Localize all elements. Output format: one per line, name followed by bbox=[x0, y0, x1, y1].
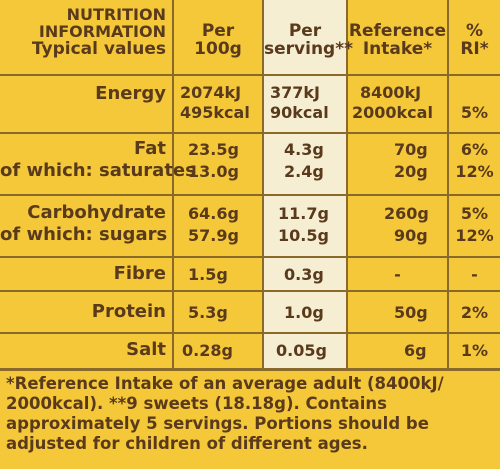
sugars-ri: 90g bbox=[394, 226, 428, 245]
salt-pct: 1% bbox=[460, 341, 489, 360]
sugars-serving: 10.5g bbox=[278, 226, 329, 245]
fat-ri: 70g bbox=[394, 140, 428, 159]
grid-line bbox=[262, 0, 264, 370]
grid-line bbox=[0, 132, 500, 134]
salt-per100: 0.28g bbox=[182, 341, 233, 360]
fibre-pct: - bbox=[471, 265, 478, 284]
energy-per100-kcal: 495kcal bbox=[180, 103, 250, 122]
grid-line bbox=[0, 290, 500, 292]
fibre-serving: 0.3g bbox=[284, 265, 324, 284]
fibre-per100: 1.5g bbox=[188, 265, 228, 284]
header-reference-intake-line2: Intake* bbox=[362, 39, 433, 59]
protein-ri: 50g bbox=[394, 303, 428, 322]
energy-per100-kj: 2074kJ bbox=[180, 83, 242, 102]
serving-column-highlight bbox=[262, 0, 346, 370]
grid-line bbox=[172, 0, 174, 370]
protein-pct: 2% bbox=[460, 303, 489, 322]
energy-ri-kcal: 2000kcal bbox=[352, 103, 433, 122]
header-per-100g-line2: 100g bbox=[194, 39, 242, 59]
carbohydrate-per100: 64.6g bbox=[188, 204, 239, 223]
header-per-100g-line1: Per bbox=[201, 21, 235, 41]
fat-pct: 6% bbox=[460, 140, 489, 159]
row-label-salt: Salt bbox=[126, 339, 166, 360]
saturates-serving: 2.4g bbox=[284, 162, 324, 181]
fat-per100: 23.5g bbox=[188, 140, 239, 159]
footnote: *Reference Intake of an average adult (8… bbox=[6, 374, 496, 454]
footnote-line: *Reference Intake of an average adult (8… bbox=[6, 374, 444, 393]
salt-serving: 0.05g bbox=[276, 341, 327, 360]
grid-line bbox=[0, 194, 500, 196]
header-reference-intake-line1: Reference bbox=[348, 21, 447, 41]
row-label-carbohydrate: Carbohydrate bbox=[27, 202, 166, 223]
row-label-saturates: of which: saturates bbox=[0, 160, 196, 181]
carbohydrate-pct: 5% bbox=[460, 204, 489, 223]
saturates-ri: 20g bbox=[394, 162, 428, 181]
header-per-serving-line2: serving** bbox=[264, 39, 353, 59]
grid-line bbox=[0, 368, 500, 371]
row-label-energy: Energy bbox=[95, 83, 166, 104]
energy-pct: 5% bbox=[460, 103, 489, 122]
footnote-line: 2000kcal). **9 sweets (18.18g). Contains bbox=[6, 394, 387, 413]
energy-serving-kj: 377kJ bbox=[270, 83, 320, 102]
saturates-pct: 12% bbox=[455, 162, 494, 181]
header-per-serving-line1: Per bbox=[288, 21, 322, 41]
header-nutrition: NUTRITION bbox=[66, 5, 166, 24]
sugars-per100: 57.9g bbox=[188, 226, 239, 245]
energy-ri-kj: 8400kJ bbox=[360, 83, 422, 102]
protein-per100: 5.3g bbox=[188, 303, 228, 322]
grid-line bbox=[447, 0, 449, 370]
row-label-protein: Protein bbox=[91, 301, 166, 322]
row-label-fibre: Fibre bbox=[113, 263, 166, 284]
header-percent-ri-line1: % bbox=[465, 21, 484, 41]
salt-ri: 6g bbox=[404, 341, 427, 360]
grid-line bbox=[0, 256, 500, 258]
header-typical-values: Typical values bbox=[31, 39, 166, 59]
energy-serving-kcal: 90kcal bbox=[270, 103, 329, 122]
row-label-sugars: of which: sugars bbox=[0, 224, 168, 245]
nutrition-table: NUTRITION INFORMATION Typical values Per… bbox=[0, 0, 500, 371]
footnote-line: approximately 5 servings. Portions shoul… bbox=[6, 414, 429, 433]
row-label-fat: Fat bbox=[134, 138, 166, 159]
grid-line bbox=[0, 74, 500, 76]
sugars-pct: 12% bbox=[455, 226, 494, 245]
grid-line bbox=[0, 332, 500, 334]
saturates-per100: 13.0g bbox=[188, 162, 239, 181]
protein-serving: 1.0g bbox=[284, 303, 324, 322]
carbohydrate-ri: 260g bbox=[384, 204, 429, 223]
carbohydrate-serving: 11.7g bbox=[278, 204, 329, 223]
footnote-line: adjusted for children of different ages. bbox=[6, 434, 368, 453]
grid-line bbox=[346, 0, 348, 370]
header-percent-ri-line2: RI* bbox=[460, 39, 489, 59]
header-information: INFORMATION bbox=[38, 22, 166, 41]
fat-serving: 4.3g bbox=[284, 140, 324, 159]
fibre-ri: - bbox=[394, 265, 401, 284]
